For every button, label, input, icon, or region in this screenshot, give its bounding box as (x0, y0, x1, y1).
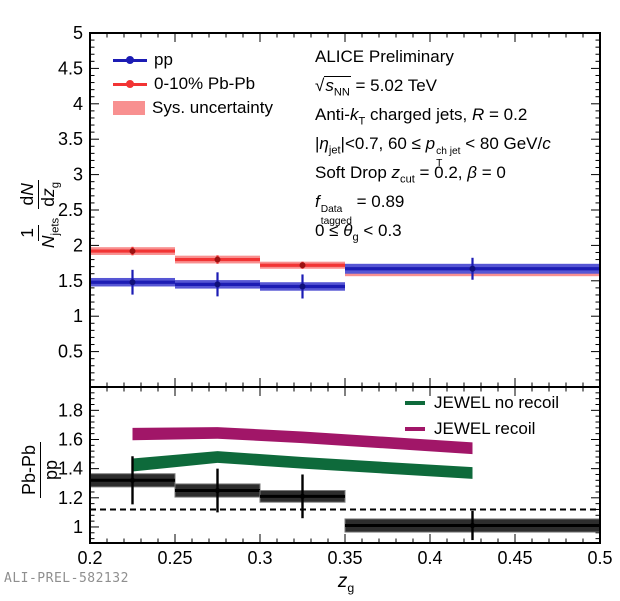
annotation-line-2: Anti-kT charged jets, R = 0.2 (315, 105, 528, 128)
svg-text:1: 1 (73, 306, 83, 326)
legend-top: pp 0-10% Pb-Pb Sys. uncertainty (113, 48, 273, 120)
legend-label: pp (154, 50, 173, 69)
legend-label: Sys. uncertainty (152, 98, 273, 117)
svg-text:0.4: 0.4 (417, 548, 442, 568)
top-y-axis-title: 1 Njets dN dzg (10, 115, 70, 315)
ratio-data-series (89, 456, 601, 541)
legend-item-0: pp (113, 48, 273, 72)
legend-swatch-marker-line-icon (113, 53, 147, 67)
annotations-block: ALICE Preliminary √sNN = 5.02 TeV Anti-kT … (315, 42, 551, 245)
fraction: dN dzg (17, 180, 62, 209)
pp-series (90, 257, 600, 299)
svg-text:0.45: 0.45 (497, 548, 532, 568)
svg-text:1.4: 1.4 (58, 459, 83, 479)
legend-swatch-box-icon (113, 101, 145, 115)
legend-swatch-marker-line-icon (113, 77, 147, 91)
svg-text:2: 2 (73, 235, 83, 255)
legend-label: 0-10% Pb-Pb (154, 74, 256, 93)
svg-text:5: 5 (73, 23, 83, 43)
svg-text:3: 3 (73, 165, 83, 185)
svg-text:1.8: 1.8 (58, 400, 83, 420)
svg-text:0.5: 0.5 (58, 342, 83, 362)
svg-text:0.35: 0.35 (327, 548, 362, 568)
tick-labels: 0.5 1 1.5 2 2.5 3 3.5 4 4.5 5 1 1.2 1.4 1.6 1.8 0.2 0.25… (58, 23, 613, 568)
jewel-recoil-band (132, 427, 473, 455)
legend-label: JEWEL no recoil (434, 393, 560, 412)
svg-text:1: 1 (73, 517, 83, 537)
legend-item-1: JEWEL recoil (405, 416, 559, 442)
legend-bottom: JEWEL no recoil JEWEL recoil (405, 390, 559, 442)
annotation-line-1: √sNN = 5.02 TeV (315, 76, 437, 99)
x-axis-title: zg (337, 571, 355, 595)
svg-text:1.2: 1.2 (58, 488, 83, 508)
svg-text:1.6: 1.6 (58, 429, 83, 449)
svg-text:4.5: 4.5 (58, 58, 83, 78)
annotation-line-0: ALICE Preliminary (315, 47, 454, 66)
watermark: ALI-PREL-582132 (4, 571, 129, 586)
annotation-line-5: f Data tagged = 0.89 (315, 192, 405, 227)
ratio-y-axis-title: Pb-Pb pp (10, 370, 70, 570)
jewel-no-recoil-band (132, 451, 473, 479)
legend-swatch-line-icon (405, 427, 425, 431)
legend-swatch-line-icon (405, 401, 425, 405)
legend-item-2: Sys. uncertainty (113, 96, 273, 120)
legend-item-1: 0-10% Pb-Pb (113, 72, 273, 96)
svg-text:0.3: 0.3 (247, 548, 272, 568)
svg-text:0.2: 0.2 (77, 548, 102, 568)
svg-text:1.5: 1.5 (58, 271, 83, 291)
svg-text:4: 4 (73, 94, 83, 114)
svg-text:3.5: 3.5 (58, 129, 83, 149)
panel-frames (89, 32, 601, 544)
annotation-line-3: |ηjet|<0.7, 60 ≤ p ch jet T < 80 GeV/c (315, 134, 551, 169)
legend-label: JEWEL recoil (434, 419, 536, 438)
annotation-line-4: Soft Drop zcut = 0.2, β = 0 (315, 163, 506, 186)
annotation-line-6: 0 ≤ θg < 0.3 (315, 221, 402, 244)
fraction: 1 Njets (17, 217, 62, 249)
fraction: Pb-Pb pp (19, 441, 61, 499)
svg-text:2.5: 2.5 (58, 200, 83, 220)
svg-text:0.25: 0.25 (157, 548, 192, 568)
legend-item-0: JEWEL no recoil (405, 390, 559, 416)
svg-text:0.5: 0.5 (587, 548, 612, 568)
